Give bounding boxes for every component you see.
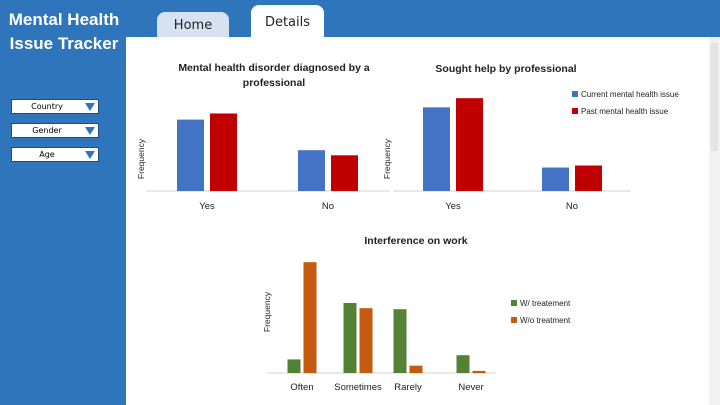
legend-swatch	[572, 91, 578, 97]
x-tick-label: Sometimes	[334, 382, 382, 393]
chart-bar	[287, 359, 301, 373]
app-title-line2: Issue Tracker	[9, 34, 119, 53]
age-filter-label: Age	[39, 150, 55, 159]
tab-details[interactable]: Details	[251, 5, 324, 39]
details-panel: Mental health disorder diagnosed by a pro…	[126, 37, 720, 405]
age-filter-dropdown[interactable]: Age	[11, 147, 99, 162]
chart-bar	[542, 167, 569, 191]
x-tick-label: Yes	[199, 201, 215, 212]
x-tick-label: Rarely	[394, 382, 422, 393]
chart-bar	[359, 308, 373, 373]
chart-bar	[177, 119, 204, 191]
country-filter-label: Country	[31, 102, 63, 111]
x-tick-label: Often	[290, 382, 313, 393]
chart-bar	[393, 309, 407, 373]
legend-swatch	[511, 300, 517, 306]
dropdown-arrow-icon	[85, 151, 95, 159]
chart-bar	[472, 370, 486, 373]
y-axis-label: Frequency	[262, 291, 272, 332]
scrollbar-thumb[interactable]	[711, 43, 718, 151]
filter-panel: Country Gender Age	[11, 99, 99, 171]
chart-bar	[423, 107, 450, 191]
chart-bar	[575, 165, 602, 191]
charts-canvas: Mental health disorder diagnosed by a pro…	[136, 62, 679, 393]
chart-title: Mental health disorder diagnosed by a	[178, 62, 370, 74]
y-axis-label: Frequency	[382, 138, 392, 179]
app-title-line1: Mental Health	[8, 10, 120, 29]
chart-bar	[331, 155, 358, 191]
chart-title: Interference on work	[364, 235, 467, 247]
legend-label: W/o treatment	[520, 316, 571, 325]
dropdown-arrow-icon	[85, 103, 95, 111]
chart-title: professional	[243, 77, 306, 89]
dropdown-arrow-icon	[85, 127, 95, 135]
x-tick-label: No	[322, 201, 334, 212]
chart-bar	[343, 302, 357, 373]
app-title: Mental Health Issue Tracker	[6, 8, 122, 56]
tab-home[interactable]: Home	[157, 12, 229, 38]
vertical-scrollbar[interactable]	[709, 37, 720, 405]
y-axis-label: Frequency	[136, 138, 146, 179]
legend-label: Current mental health issue	[581, 90, 679, 99]
gender-filter-dropdown[interactable]: Gender	[11, 123, 99, 138]
country-filter-dropdown[interactable]: Country	[11, 99, 99, 114]
x-tick-label: Yes	[445, 201, 461, 212]
legend-label: W/ treatement	[520, 299, 571, 308]
legend-label: Past mental health issue	[581, 107, 669, 116]
chart-bar	[210, 113, 237, 191]
chart-bar	[456, 98, 483, 191]
gender-filter-label: Gender	[32, 126, 62, 135]
chart-bar	[298, 150, 325, 191]
chart-title: Sought help by professional	[435, 63, 576, 75]
legend-swatch	[511, 317, 517, 323]
x-tick-label: No	[566, 201, 578, 212]
chart-bar	[409, 365, 423, 373]
legend-swatch	[572, 108, 578, 114]
x-tick-label: Never	[458, 382, 483, 393]
chart-bar	[303, 262, 317, 373]
chart-bar	[456, 355, 470, 373]
